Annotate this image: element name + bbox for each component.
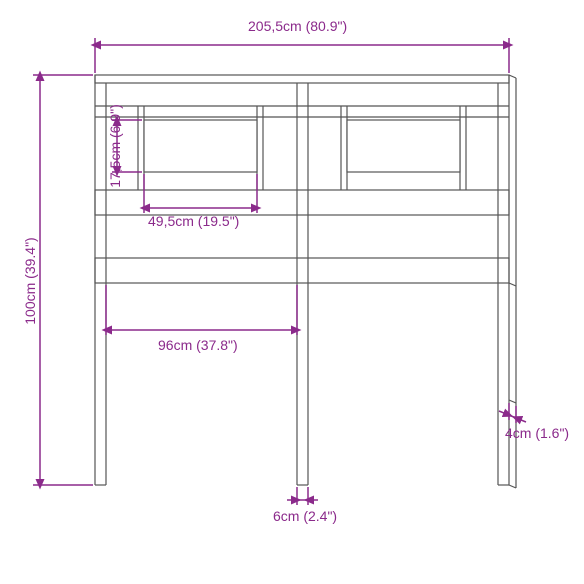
dim-depth: 4cm (1.6"): [505, 425, 569, 441]
dim-panel-height: 17,5cm (6.9"): [107, 91, 123, 201]
diagram-svg: [0, 0, 584, 584]
dim-post-width: 6cm (2.4"): [273, 508, 337, 524]
dim-inner-width: 96cm (37.8"): [158, 337, 238, 353]
product-outline: [95, 75, 516, 488]
dim-total-height: 100cm (39.4"): [22, 226, 38, 336]
dim-panel-width: 49,5cm (19.5"): [148, 213, 239, 229]
dim-total-width: 205,5cm (80.9"): [248, 18, 347, 34]
